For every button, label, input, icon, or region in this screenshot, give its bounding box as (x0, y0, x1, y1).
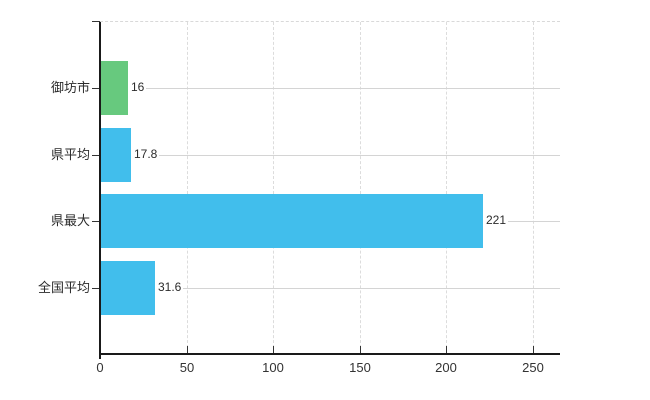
gridline-horizontal (100, 155, 560, 156)
plot-top-border (100, 21, 560, 22)
gridline-vertical (273, 22, 274, 353)
y-axis-line (99, 22, 101, 359)
gridline-vertical (533, 22, 534, 353)
y-axis-tick (92, 21, 100, 22)
x-axis-tick (446, 346, 447, 354)
category-label: 県最大 (50, 213, 90, 228)
x-axis-tick (273, 346, 274, 354)
y-axis-tick (92, 221, 100, 222)
gridline-vertical (360, 22, 361, 353)
bar-value-label: 17.8 (131, 147, 160, 162)
gridline-horizontal (100, 288, 560, 289)
x-axis-line (99, 353, 560, 355)
category-label: 御坊市 (50, 80, 90, 95)
y-axis-tick (92, 88, 100, 89)
gridline-vertical (187, 22, 188, 353)
x-tick-label: 50 (179, 360, 195, 375)
y-axis-tick (92, 288, 100, 289)
x-tick-label: 100 (262, 360, 284, 375)
x-axis-tick (360, 346, 361, 354)
x-tick-label: 250 (522, 360, 544, 375)
x-tick-label: 150 (349, 360, 371, 375)
category-label: 全国平均 (37, 280, 90, 295)
x-tick-label: 200 (435, 360, 457, 375)
y-axis-tick (92, 155, 100, 156)
x-tick-label: 0 (96, 360, 104, 375)
bar (101, 261, 155, 315)
bar-value-label: 31.6 (155, 280, 184, 295)
gridline-horizontal (100, 88, 560, 89)
bar (101, 194, 483, 248)
gridline-vertical (446, 22, 447, 353)
x-axis-tick (187, 346, 188, 354)
bar (101, 61, 128, 115)
x-axis-tick (533, 346, 534, 354)
bar (101, 128, 131, 182)
bar-value-label: 16 (128, 80, 147, 95)
bar-value-label: 221 (483, 213, 509, 228)
category-label: 県平均 (50, 147, 90, 162)
